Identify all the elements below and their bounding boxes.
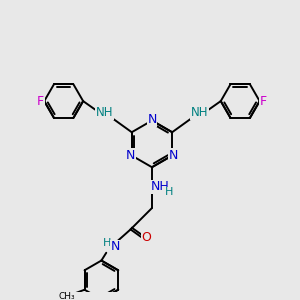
Text: H: H bbox=[165, 188, 174, 197]
Text: N: N bbox=[110, 240, 120, 254]
Text: N: N bbox=[168, 149, 178, 162]
Text: NH: NH bbox=[190, 106, 208, 119]
Text: N: N bbox=[147, 113, 157, 126]
Text: O: O bbox=[141, 231, 151, 244]
Text: F: F bbox=[37, 94, 44, 108]
Text: F: F bbox=[260, 94, 267, 108]
Text: NH: NH bbox=[150, 180, 169, 193]
Text: N: N bbox=[126, 149, 136, 162]
Text: CH₃: CH₃ bbox=[59, 292, 75, 300]
Text: H: H bbox=[103, 238, 111, 248]
Text: NH: NH bbox=[96, 106, 113, 119]
